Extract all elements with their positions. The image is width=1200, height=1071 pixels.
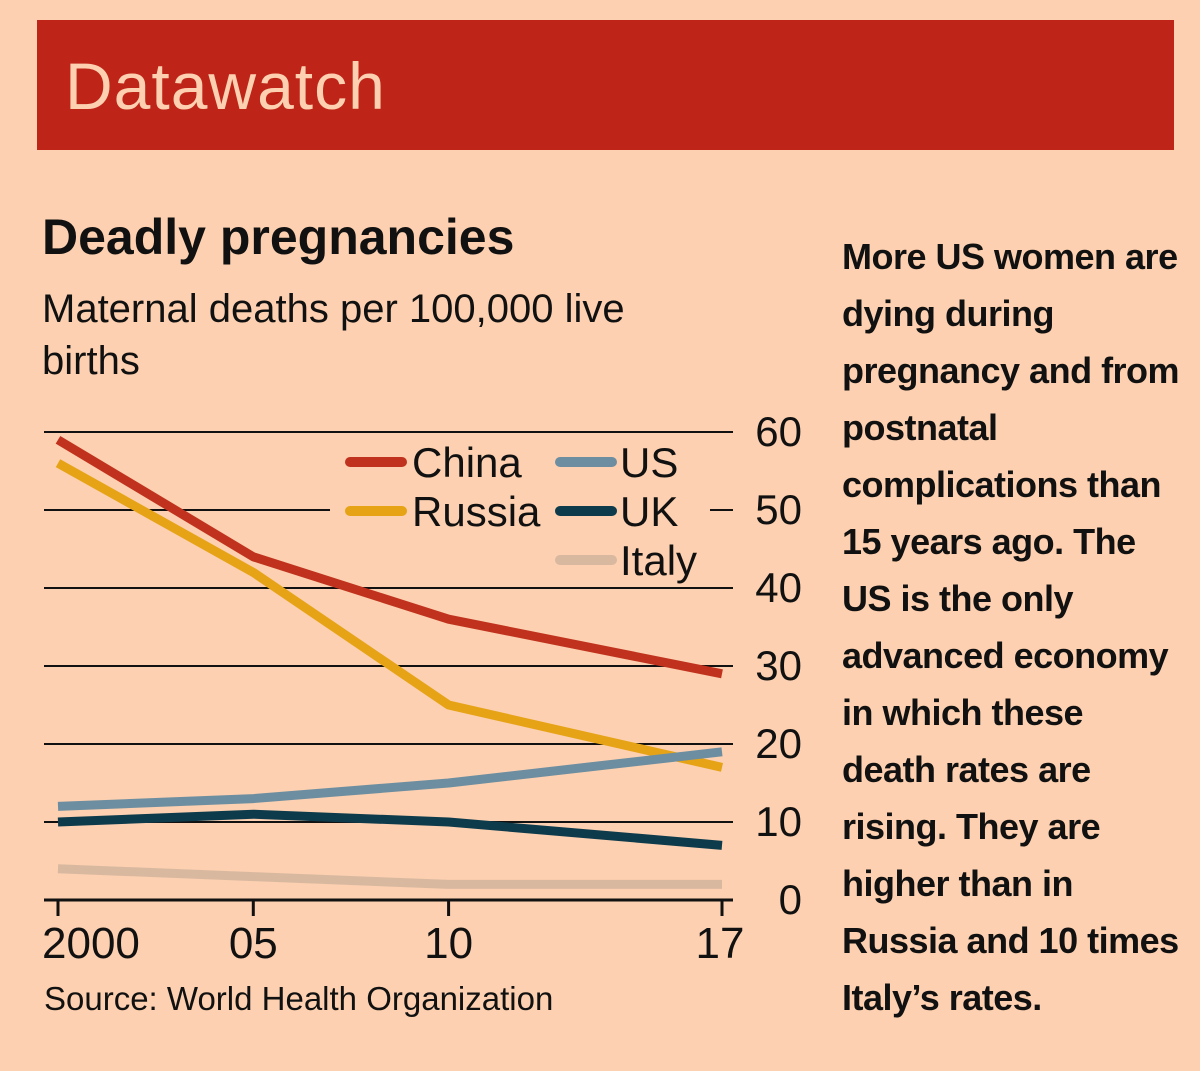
- banner-title: Datawatch: [65, 49, 386, 123]
- chart-title: Deadly pregnancies: [42, 209, 515, 265]
- y-tick-label: 50: [755, 486, 802, 533]
- x-tick-label: 05: [229, 919, 278, 968]
- y-tick-label: 10: [755, 798, 802, 845]
- chart-subtitle: Maternal deaths per 100,000 live births: [42, 287, 625, 383]
- x-tick-label: 10: [424, 919, 473, 968]
- legend-label-russia: Russia: [412, 488, 541, 535]
- series-line-russia: [55, 459, 724, 772]
- series-lines: [55, 435, 724, 889]
- legend-label-china: China: [412, 439, 522, 486]
- y-tick-label: 0: [779, 876, 802, 923]
- legend-label-us: US: [620, 439, 678, 486]
- legend-label-uk: UK: [620, 488, 678, 535]
- y-tick-label: 60: [755, 408, 802, 455]
- series-line-china: [55, 435, 723, 679]
- x-tick-label: 17: [696, 919, 745, 968]
- side-commentary: More US women are dying during pregnancy…: [842, 236, 1180, 1018]
- series-line-italy: [57, 864, 722, 889]
- axes: 0 10 20 30 40 50 60 2000 05 10 17: [42, 408, 802, 968]
- x-tick-label: 2000: [42, 919, 140, 968]
- header-banner: Datawatch: [37, 20, 1174, 150]
- series-line-uk: [57, 809, 723, 850]
- series-line-us: [57, 747, 723, 811]
- y-tick-label: 30: [755, 642, 802, 689]
- source-note: Source: World Health Organization: [44, 980, 554, 1017]
- y-tick-label: 20: [755, 720, 802, 767]
- legend-label-italy: Italy: [620, 537, 697, 584]
- y-tick-label: 40: [755, 564, 802, 611]
